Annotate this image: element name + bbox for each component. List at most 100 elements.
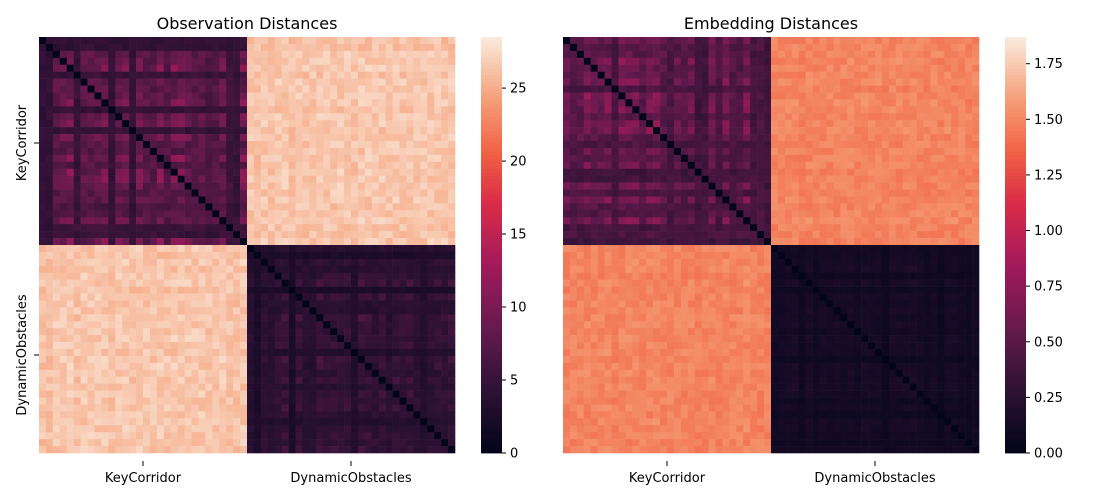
heatmap-cell [972, 86, 979, 93]
heatmap-cell [365, 377, 372, 384]
heatmap-cell [951, 58, 958, 65]
heatmap-cell [393, 183, 400, 190]
heatmap-cell [192, 210, 199, 217]
heatmap-cell [393, 252, 400, 259]
heatmap-cell [129, 86, 136, 93]
heatmap-cell [681, 92, 688, 99]
heatmap-cell [729, 44, 736, 51]
heatmap-cell [240, 65, 247, 72]
heatmap-cell [261, 321, 268, 328]
heatmap-cell [799, 58, 806, 65]
heatmap-cell [660, 106, 667, 113]
heatmap-cell [136, 37, 143, 44]
heatmap-cell [247, 231, 254, 238]
heatmap-cell [192, 259, 199, 266]
heatmap-cell [122, 99, 129, 106]
heatmap-cell [254, 363, 261, 370]
heatmap-cell [129, 294, 136, 301]
heatmap-cell [351, 432, 358, 439]
heatmap-cell [344, 425, 351, 432]
heatmap-cell [434, 169, 441, 176]
heatmap-cell [233, 300, 240, 307]
heatmap-cell [74, 245, 81, 252]
heatmap-cell [261, 196, 268, 203]
heatmap-cell [268, 411, 275, 418]
heatmap-cell [81, 65, 88, 72]
heatmap-cell [136, 446, 143, 453]
heatmap-cell [365, 183, 372, 190]
heatmap-cell [240, 196, 247, 203]
heatmap-cell [282, 398, 289, 405]
heatmap-cell [972, 65, 979, 72]
heatmap-cell [702, 99, 709, 106]
heatmap-cell [240, 92, 247, 99]
heatmap-cell [67, 120, 74, 127]
heatmap-cell [88, 120, 95, 127]
heatmap-cell [282, 217, 289, 224]
heatmap-cell [448, 439, 455, 446]
heatmap-cell [60, 169, 67, 176]
heatmap-cell [74, 287, 81, 294]
heatmap-cell [750, 65, 757, 72]
heatmap-cell [330, 79, 337, 86]
heatmap-cell [570, 92, 577, 99]
heatmap-cell [94, 37, 101, 44]
heatmap-cell [441, 190, 448, 197]
heatmap-cell [365, 266, 372, 273]
heatmap-cell [799, 92, 806, 99]
heatmap-cell [233, 363, 240, 370]
heatmap-cell [379, 404, 386, 411]
heatmap-cell [653, 169, 660, 176]
heatmap-cell [847, 37, 854, 44]
heatmap-cell [358, 287, 365, 294]
heatmap-cell [625, 127, 632, 134]
heatmap-cell [164, 155, 171, 162]
heatmap-cell [653, 65, 660, 72]
heatmap-cell [792, 169, 799, 176]
heatmap-cell [150, 37, 157, 44]
heatmap-cell [441, 300, 448, 307]
heatmap-cell [344, 280, 351, 287]
heatmap-cell [268, 287, 275, 294]
heatmap-cell [372, 321, 379, 328]
heatmap-cell [910, 148, 917, 155]
heatmap-cell [39, 106, 46, 113]
heatmap-cell [771, 155, 778, 162]
heatmap-cell [861, 72, 868, 79]
heatmap-cell [358, 120, 365, 127]
heatmap-cell [157, 370, 164, 377]
heatmap-cell [171, 58, 178, 65]
heatmap-cell [413, 363, 420, 370]
heatmap-cell [337, 363, 344, 370]
heatmap-cell [101, 391, 108, 398]
heatmap-cell [115, 120, 122, 127]
heatmap-cell [233, 384, 240, 391]
heatmap-cell [316, 370, 323, 377]
heatmap-cell [143, 321, 150, 328]
heatmap-cell [268, 196, 275, 203]
heatmap-cell [108, 51, 115, 58]
heatmap-cell [750, 155, 757, 162]
heatmap-cell [316, 391, 323, 398]
heatmap-cell [136, 411, 143, 418]
heatmap-cell [778, 141, 785, 148]
heatmap-cell [406, 127, 413, 134]
heatmap-cell [386, 307, 393, 314]
heatmap-cell [282, 106, 289, 113]
heatmap-cell [171, 190, 178, 197]
heatmap-cell [74, 113, 81, 120]
heatmap-cell [605, 72, 612, 79]
heatmap-cell [302, 321, 309, 328]
heatmap-cell [268, 134, 275, 141]
heatmap-cell [882, 162, 889, 169]
heatmap-cell [67, 384, 74, 391]
heatmap-cell [605, 99, 612, 106]
heatmap-cell [178, 196, 185, 203]
heatmap-cell [577, 51, 584, 58]
heatmap-cell [115, 72, 122, 79]
heatmap-cell [212, 321, 219, 328]
heatmap-cell [351, 210, 358, 217]
heatmap-cell [570, 169, 577, 176]
heatmap-cell [171, 203, 178, 210]
